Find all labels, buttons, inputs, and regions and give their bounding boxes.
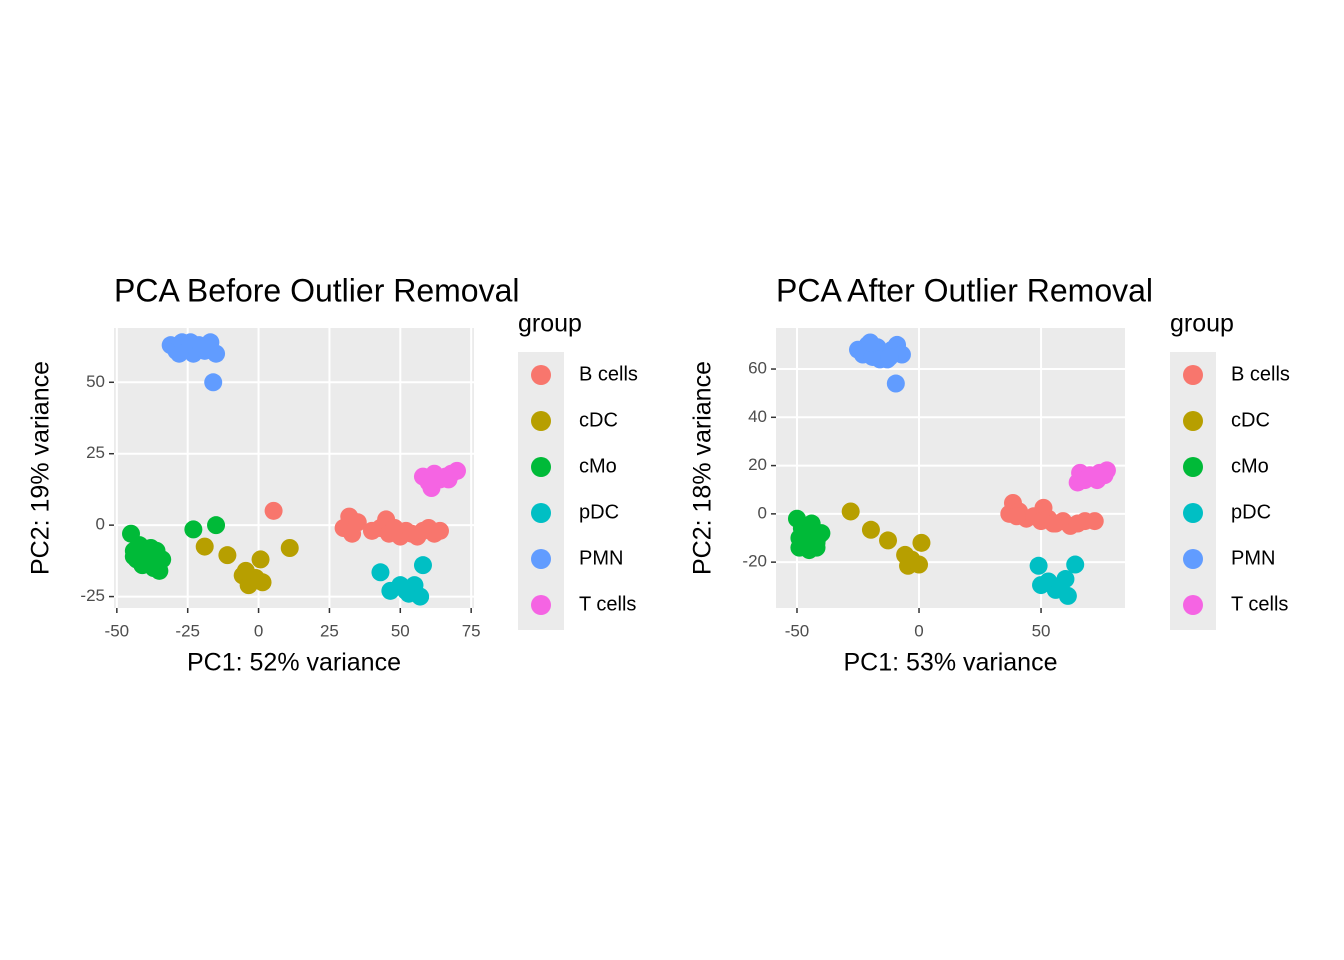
legend-key: [531, 595, 551, 615]
legend-label: PMN: [579, 547, 623, 569]
legend-key: [1183, 595, 1203, 615]
legend-key: [531, 457, 551, 477]
legend-label: T cells: [579, 593, 636, 615]
point: [207, 516, 226, 535]
legend-label: pDC: [579, 501, 619, 523]
x-axis-title: PC1: 53% variance: [843, 649, 1057, 677]
point: [886, 374, 905, 393]
legend-label: B cells: [1231, 363, 1290, 385]
point: [902, 550, 921, 569]
point: [1051, 577, 1070, 596]
point: [204, 373, 223, 392]
y-tick-label: 50: [86, 372, 105, 391]
point: [1029, 556, 1048, 575]
x-tick-label: 0: [254, 621, 263, 640]
legend-title: group: [518, 310, 582, 338]
panel: [114, 328, 474, 608]
y-tick-label: -25: [80, 586, 105, 605]
legend-label: PMN: [1231, 547, 1275, 569]
x-tick-label: 25: [320, 621, 339, 640]
legend-background: [1170, 352, 1216, 630]
point: [192, 339, 211, 357]
x-tick-label: -50: [785, 621, 810, 640]
legend-key: [531, 365, 551, 385]
point: [1044, 514, 1063, 533]
point: [371, 563, 390, 582]
point: [141, 556, 160, 575]
legend-label: cDC: [579, 409, 618, 431]
legend-label: cMo: [1231, 455, 1269, 477]
legend-key: [1183, 457, 1203, 477]
point: [207, 344, 226, 363]
legend-key: [1183, 411, 1203, 431]
point: [147, 541, 166, 560]
y-axis-title: PC2: 19% variance: [27, 361, 55, 575]
point: [841, 502, 860, 521]
point: [280, 539, 299, 557]
point: [1085, 512, 1104, 531]
legend-key: [531, 549, 551, 569]
point: [348, 513, 367, 532]
point: [861, 520, 880, 539]
point: [807, 533, 826, 552]
y-tick-label: 20: [748, 455, 767, 474]
y-tick-label: 60: [748, 359, 767, 378]
legend-key: [531, 411, 551, 431]
point: [879, 531, 898, 550]
legend-key: [1183, 503, 1203, 523]
point: [236, 561, 255, 580]
point: [912, 533, 931, 552]
y-axis-title: PC2: 18% variance: [689, 361, 717, 575]
x-tick-label: 0: [914, 621, 923, 640]
legend-label: T cells: [1231, 593, 1288, 615]
point: [430, 521, 449, 540]
legend-label: cDC: [1231, 409, 1270, 431]
chart-title: PCA After Outlier Removal: [776, 272, 1153, 308]
point: [413, 556, 432, 575]
y-tick-label: 0: [758, 503, 767, 522]
chart-title: PCA Before Outlier Removal: [114, 272, 520, 308]
point: [184, 520, 203, 539]
y-tick-label: 0: [96, 515, 105, 534]
legend-label: B cells: [579, 363, 638, 385]
point: [195, 537, 214, 556]
x-tick-label: 50: [1032, 621, 1051, 640]
legend-label: cMo: [579, 455, 617, 477]
x-tick-label: 50: [391, 621, 410, 640]
point: [802, 514, 821, 533]
legend-key: [531, 503, 551, 523]
legend-key: [1183, 365, 1203, 385]
y-tick-label: 25: [86, 443, 105, 462]
legend-label: pDC: [1231, 501, 1271, 523]
point: [1088, 471, 1107, 490]
point: [1007, 507, 1026, 526]
legend-key: [1183, 549, 1203, 569]
x-tick-label: -50: [105, 621, 130, 640]
x-tick-label: 75: [462, 621, 481, 640]
point: [1066, 555, 1085, 574]
point: [264, 501, 283, 520]
y-tick-label: 40: [748, 407, 767, 426]
point: [251, 550, 270, 569]
y-tick-label: -20: [742, 552, 767, 571]
point: [439, 470, 458, 489]
legend-background: [518, 352, 564, 630]
x-axis-title: PC1: 52% variance: [187, 649, 401, 677]
point: [170, 344, 189, 363]
point: [218, 546, 237, 565]
point: [880, 347, 899, 366]
x-tick-label: -25: [175, 621, 200, 640]
point: [396, 581, 415, 600]
legend-title: group: [1170, 310, 1234, 338]
chart: -50 0 50 -20 0 20 40 60 PCA After Outlier Remova…: [689, 272, 1290, 676]
point: [861, 333, 880, 352]
